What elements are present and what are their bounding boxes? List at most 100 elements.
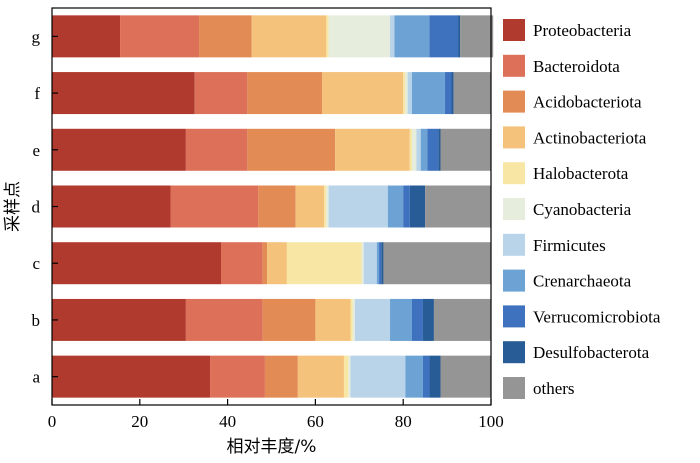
legend-swatch-actinobacteriota: [503, 126, 525, 149]
bar-d-desulfobacterota: [409, 185, 426, 228]
bar-e-firmicutes: [416, 128, 421, 171]
bar-f-others: [453, 72, 491, 115]
legend-swatch-firmicutes: [503, 233, 525, 256]
y-axis-ticks: a b c d e f g: [32, 27, 58, 387]
bar-g-others: [460, 15, 494, 58]
bar-g-cyanobacteria: [328, 15, 391, 58]
legend-label-halobacterota: Halobacterota: [533, 164, 629, 183]
bar-g-acidobacteriota: [199, 15, 252, 58]
bar-g-verrucomicrobiota: [429, 15, 459, 58]
bar-d-actinobacteriota: [295, 185, 325, 228]
bar-e-desulfobacterota: [438, 128, 441, 171]
bar-b-actinobacteriota: [315, 298, 351, 341]
bar-a-firmicutes: [350, 355, 406, 398]
legend-swatch-acidobacteriota: [503, 90, 525, 113]
bar-f-verrucomicrobiota: [444, 72, 452, 115]
legend: Proteobacteria Bacteroidota Acidobacteriot…: [503, 19, 661, 399]
bars-layer: [52, 15, 494, 398]
x-axis-title: 相对丰度/%: [227, 437, 317, 457]
legend-swatch-crenarchaeota: [503, 269, 525, 292]
bar-g-firmicutes: [390, 15, 395, 58]
legend-label-bacteroidota: Bacteroidota: [533, 57, 620, 76]
bar-f-proteobacteria: [52, 72, 195, 115]
bar-f-cyanobacteria: [405, 72, 408, 115]
bar-d-proteobacteria: [52, 185, 171, 228]
legend-swatch-proteobacteria: [503, 19, 525, 41]
x-tick-label: 40: [219, 412, 236, 431]
bar-c-proteobacteria: [52, 242, 222, 285]
bar-e-verrucomicrobiota: [427, 128, 439, 171]
bar-g-crenarchaeota: [394, 15, 430, 58]
bar-f-bacteroidota: [194, 72, 248, 115]
y-tick-label-c: c: [32, 254, 40, 273]
x-tick-label: 100: [478, 412, 504, 431]
bar-f-halobacterota: [403, 72, 406, 115]
bar-b-cyanobacteria: [352, 298, 355, 341]
bar-c-crenarchaeota: [376, 242, 380, 285]
bar-b-bacteroidota: [185, 298, 263, 341]
legend-label-actinobacteriota: Actinobacteriota: [533, 128, 647, 147]
x-axis-ticks: 0 20 40 60 80 100: [48, 399, 504, 431]
legend-swatch-desulfobacterota: [503, 341, 525, 364]
bar-a-acidobacteriota: [264, 355, 298, 398]
bar-g-halobacterota: [326, 15, 329, 58]
y-tick-label-e: e: [32, 141, 40, 160]
bar-f-acidobacteriota: [247, 72, 322, 115]
legend-swatch-cyanobacteria: [503, 198, 525, 220]
bar-f-desulfobacterota: [451, 72, 454, 115]
bar-b-acidobacteriota: [262, 298, 316, 341]
legend-label-others: others: [533, 379, 575, 398]
bar-b-desulfobacterota: [422, 298, 434, 341]
y-axis-title: 采样点: [3, 181, 23, 232]
bar-a-crenarchaeota: [405, 355, 423, 398]
bar-e-crenarchaeota: [420, 128, 428, 171]
bar-c-actinobacteriota: [267, 242, 287, 285]
bar-f-actinobacteriota: [321, 72, 404, 115]
bar-b-proteobacteria: [52, 298, 186, 341]
bar-b-halobacterota: [350, 298, 353, 341]
legend-label-crenarchaeota: Crenarchaeota: [533, 272, 632, 291]
bar-b-verrucomicrobiota: [411, 298, 423, 341]
bar-c-halobacterota: [286, 242, 362, 285]
bar-c-desulfobacterota: [381, 242, 384, 285]
bar-a-cyanobacteria: [348, 355, 351, 398]
bar-d-crenarchaeota: [387, 185, 404, 228]
y-tick-label-a: a: [32, 368, 40, 387]
legend-swatch-verrucomicrobiota: [503, 305, 525, 328]
x-tick-label: 20: [131, 412, 148, 431]
legend-label-cyanobacteria: Cyanobacteria: [533, 200, 632, 219]
legend-label-acidobacteriota: Acidobacteriota: [533, 93, 642, 112]
legend-swatch-bacteroidota: [503, 54, 525, 77]
x-tick-label: 0: [48, 412, 57, 431]
bar-e-halobacterota: [409, 128, 412, 171]
legend-label-firmicutes: Firmicutes: [533, 236, 606, 255]
bar-c-acidobacteriota: [262, 242, 268, 285]
bar-e-proteobacteria: [52, 128, 186, 171]
x-tick-label: 80: [395, 412, 412, 431]
bar-c-cyanobacteria: [361, 242, 364, 285]
bar-g-proteobacteria: [52, 15, 121, 58]
bar-e-cyanobacteria: [411, 128, 417, 171]
legend-swatch-halobacterota: [503, 162, 525, 185]
bar-d-others: [425, 185, 491, 228]
bar-e-others: [440, 128, 491, 171]
bar-g-desulfobacterota: [458, 15, 461, 58]
bar-b-crenarchaeota: [390, 298, 412, 341]
legend-label-proteobacteria: Proteobacteria: [533, 21, 632, 40]
bar-c-verrucomicrobiota: [379, 242, 382, 285]
legend-label-desulfobacterota: Desulfobacterota: [533, 343, 650, 362]
bar-a-desulfobacterota: [429, 355, 441, 398]
bar-e-bacteroidota: [185, 128, 248, 171]
bar-c-firmicutes: [363, 242, 377, 285]
bar-e-actinobacteriota: [335, 128, 410, 171]
bar-g-bacteroidota: [120, 15, 200, 58]
bar-a-verrucomicrobiota: [422, 355, 430, 398]
legend-label-verrucomicrobiota: Verrucomicrobiota: [533, 307, 661, 326]
bar-d-firmicutes: [328, 185, 388, 228]
y-tick-label-b: b: [32, 311, 41, 330]
bar-a-halobacterota: [343, 355, 349, 398]
bar-c-others: [383, 242, 491, 285]
y-tick-label-g: g: [32, 27, 41, 46]
bar-a-actinobacteriota: [297, 355, 344, 398]
